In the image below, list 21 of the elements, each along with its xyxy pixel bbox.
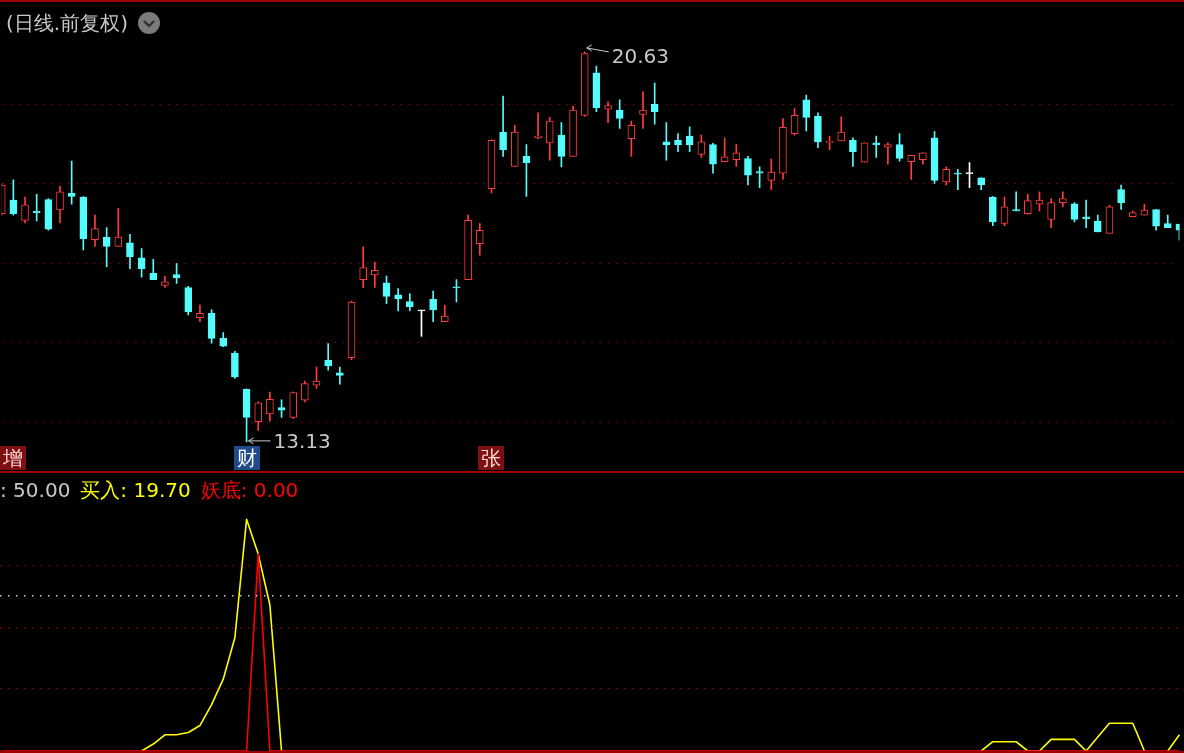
candlestick: [394, 288, 402, 312]
text: (日线.前复权): [6, 11, 128, 35]
candlestick: [650, 82, 659, 125]
candlestick: [114, 208, 123, 247]
candlestick: [639, 91, 647, 129]
candlestick: [324, 343, 333, 371]
candlestick: [1012, 191, 1020, 212]
candlestick: [1082, 199, 1090, 228]
candlestick: [604, 101, 612, 123]
annotation: 13.13: [273, 429, 331, 454]
annotation: 增: [0, 446, 27, 470]
text: 妖底: 0.00: [200, 478, 299, 502]
candlestick: [674, 133, 682, 153]
text: : 50.00: [0, 478, 71, 502]
candlestick: [32, 194, 41, 222]
annotation: 财: [233, 446, 260, 470]
text: 买入: 19.70: [80, 478, 191, 502]
annotation: 张: [478, 446, 505, 470]
candlestick: [371, 261, 379, 288]
annotation: 20.63: [611, 44, 669, 69]
candlestick: [954, 169, 962, 191]
